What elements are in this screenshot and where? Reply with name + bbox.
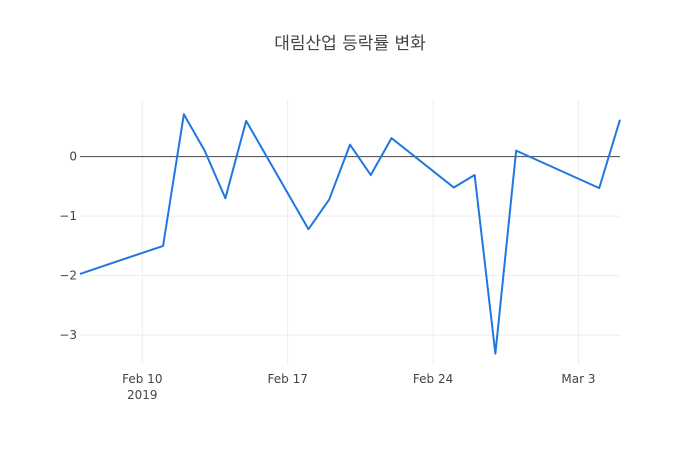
chart-title: 대림산업 등락률 변화 [274, 34, 426, 54]
x-tick-sublabel: 2019 [127, 388, 158, 402]
x-tick-label: Feb 10 [122, 372, 162, 386]
y-tick-label: 0 [69, 150, 77, 164]
y-tick-label: −3 [59, 328, 77, 342]
series-line [79, 113, 621, 355]
y-tick-label: −2 [59, 269, 77, 283]
x-tick-label: Feb 17 [268, 372, 308, 386]
grid-layer [80, 100, 620, 365]
x-tick-label: Mar 3 [561, 372, 595, 386]
y-tick-label: −1 [59, 209, 77, 223]
tick-layer: Feb 10 2019 Feb 17 Feb 24 Mar 3 0 −1 −2 −3 [59, 150, 595, 402]
series-layer [79, 113, 621, 355]
x-tick-label: Feb 24 [413, 372, 453, 386]
